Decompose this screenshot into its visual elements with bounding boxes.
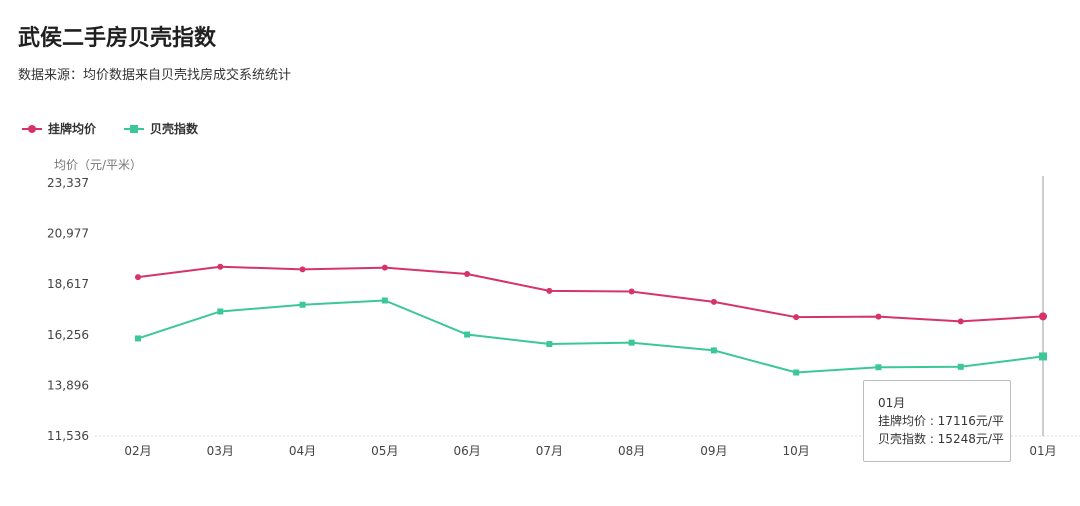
data-point bbox=[1039, 312, 1047, 321]
x-tick-label: 09月 bbox=[700, 444, 727, 458]
tooltip-listing-price: 挂牌均价 : 17116元/平 bbox=[878, 414, 1004, 428]
series-line bbox=[137, 265, 1044, 323]
x-tick-label: 07月 bbox=[536, 444, 563, 458]
y-axis-label: 均价（元/平米） bbox=[54, 158, 143, 172]
data-point bbox=[546, 341, 553, 348]
y-tick-label: 23,337 bbox=[47, 176, 89, 190]
x-tick-label: 05月 bbox=[371, 444, 398, 458]
y-tick-label: 11,536 bbox=[47, 429, 89, 443]
legend-label-beike-index: 贝壳指数 bbox=[150, 122, 199, 136]
data-point bbox=[957, 318, 964, 325]
data-point bbox=[464, 270, 471, 277]
data-point bbox=[1039, 352, 1047, 361]
data-point bbox=[381, 264, 388, 271]
x-tick-label: 02月 bbox=[124, 444, 151, 458]
data-point bbox=[710, 298, 717, 305]
data-point bbox=[381, 297, 388, 304]
tooltip-month: 01月 bbox=[878, 396, 906, 410]
legend: 挂牌均价 贝壳指数 bbox=[22, 120, 198, 137]
x-tick-label: 01月 bbox=[1029, 444, 1056, 458]
data-point bbox=[628, 339, 635, 346]
data-point bbox=[793, 369, 800, 376]
data-point bbox=[546, 287, 553, 294]
x-tick-label: 04月 bbox=[289, 444, 316, 458]
tooltip-beike-index: 贝壳指数 : 15248元/平 bbox=[878, 432, 1004, 446]
legend-circle-marker-icon bbox=[22, 124, 42, 133]
tooltip: 01月 挂牌均价 : 17116元/平 贝壳指数 : 15248元/平 bbox=[863, 380, 1011, 462]
legend-item-listing-price[interactable]: 挂牌均价 bbox=[22, 120, 96, 137]
x-tick-label: 10月 bbox=[783, 444, 810, 458]
y-tick-label: 13,896 bbox=[47, 378, 89, 392]
data-point bbox=[135, 274, 141, 281]
chart-title: 武侯二手房贝壳指数 bbox=[18, 26, 217, 51]
legend-label-listing-price: 挂牌均价 bbox=[48, 122, 97, 136]
x-tick-label: 06月 bbox=[453, 444, 480, 458]
data-point bbox=[464, 331, 471, 338]
y-tick-label: 20,977 bbox=[47, 227, 89, 241]
series-line bbox=[137, 299, 1044, 374]
data-point bbox=[957, 363, 964, 370]
x-tick-label: 08月 bbox=[618, 444, 645, 458]
data-point bbox=[628, 288, 635, 295]
data-point bbox=[299, 266, 306, 273]
data-point bbox=[875, 364, 882, 371]
data-point bbox=[875, 313, 882, 320]
data-point bbox=[793, 314, 800, 321]
y-tick-label: 18,617 bbox=[47, 277, 89, 291]
legend-item-beike-index[interactable]: 贝壳指数 bbox=[124, 120, 198, 137]
data-point bbox=[710, 347, 717, 354]
x-tick-label: 03月 bbox=[207, 444, 234, 458]
legend-square-marker-icon bbox=[124, 124, 145, 133]
data-point bbox=[135, 335, 141, 342]
data-point bbox=[299, 301, 306, 308]
data-point bbox=[217, 308, 224, 315]
chart-subtitle: 数据来源：均价数据来自贝壳找房成交系统统计 bbox=[18, 68, 292, 83]
y-tick-label: 16,256 bbox=[47, 328, 89, 342]
data-point bbox=[217, 263, 224, 270]
